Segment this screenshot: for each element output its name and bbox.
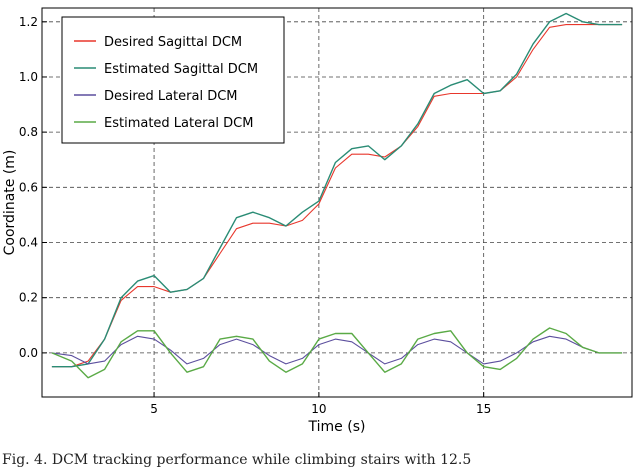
x-axis-label: Time (s) [308,419,366,435]
series-line-2 [51,12,623,368]
y-tick-label: 1.0 [19,70,38,84]
y-tick-label: 0.2 [19,291,38,305]
legend-label: Desired Sagittal DCM [104,35,242,50]
y-tick-label: 0.0 [19,346,38,360]
series-line-1 [51,24,623,368]
y-tick-label: 0.4 [19,236,38,250]
series-line-3 [51,335,623,365]
series-line-4 [51,327,623,379]
x-tick-label: 10 [311,402,326,416]
x-tick-label: 5 [150,402,158,416]
plot-frame [41,7,633,398]
legend: Desired Sagittal DCM Estimated Sagittal D… [61,16,285,144]
figure-caption: Fig. 4. DCM tracking performance while c… [2,452,472,468]
y-tick-label: 0.8 [19,125,38,139]
y-tick-label: 0.6 [19,180,38,194]
axis-ticks: 5 10 15 0.0 0.2 0.4 0.6 0.8 1.0 1.2 [19,15,491,416]
legend-label: Estimated Lateral DCM [104,116,253,131]
x-tick-label: 15 [476,402,491,416]
legend-label: Desired Lateral DCM [104,89,238,104]
chart: 5 10 15 0.0 0.2 0.4 0.6 0.8 1.0 1.2 Time (s) Coor… [2,7,633,435]
y-axis-label: Coordinate (m) [2,150,18,256]
legend-label: Estimated Sagittal DCM [104,62,258,77]
legend-box [61,16,285,144]
y-tick-label: 1.2 [19,15,38,29]
plot-area [51,12,623,379]
